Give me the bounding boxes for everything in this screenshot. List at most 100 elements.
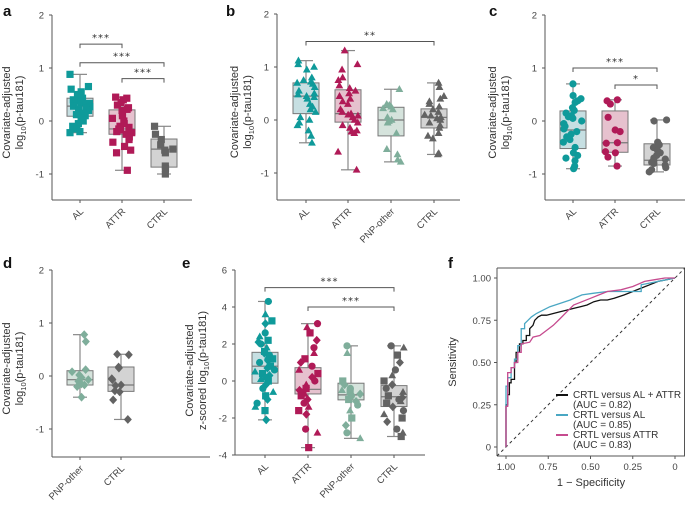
x-tick-label: PNP-other xyxy=(47,463,86,502)
y-axis-label: Sensitivity xyxy=(447,337,459,387)
y-axis-label: Covariate-adjusted xyxy=(229,66,241,158)
data-point xyxy=(161,149,169,157)
panel-label: c xyxy=(489,3,497,20)
subscript: 10 xyxy=(505,126,514,134)
data-point xyxy=(81,112,89,120)
data-point xyxy=(117,380,126,390)
data-point xyxy=(338,386,346,394)
label-part: log xyxy=(14,391,26,406)
data-point xyxy=(84,375,93,385)
data-point xyxy=(380,410,388,418)
y-tick-label: -1 xyxy=(529,170,537,181)
data-point xyxy=(436,94,445,102)
subscript: 10 xyxy=(19,126,28,134)
x-tick-label: AL xyxy=(563,206,579,222)
data-point xyxy=(258,370,267,378)
data-point xyxy=(77,88,85,96)
significance-label: *** xyxy=(134,68,152,79)
data-point xyxy=(299,76,308,84)
data-point xyxy=(388,380,397,390)
data-point xyxy=(338,65,346,73)
data-point xyxy=(264,377,272,385)
data-point xyxy=(383,118,392,126)
data-point xyxy=(264,336,272,344)
y-tick-label: -1 xyxy=(261,169,269,180)
data-point xyxy=(308,138,316,146)
data-point xyxy=(391,366,400,374)
data-point xyxy=(295,385,304,395)
significance-label: *** xyxy=(342,296,360,307)
data-point xyxy=(257,340,265,348)
data-point xyxy=(354,111,362,119)
data-point xyxy=(304,402,313,410)
data-point xyxy=(399,388,407,395)
x-tick-label: CTRL xyxy=(415,206,440,231)
data-point xyxy=(268,317,276,325)
label-part: (p-tau181) xyxy=(500,76,512,127)
data-point xyxy=(77,98,85,107)
data-point xyxy=(261,319,270,329)
y-axis-label: Covariate-adjusted xyxy=(1,322,13,414)
data-point xyxy=(67,85,75,93)
data-point xyxy=(302,425,310,433)
y-tick-label: 0 xyxy=(39,117,44,128)
data-point xyxy=(560,125,568,133)
data-point xyxy=(117,98,125,107)
data-point xyxy=(310,349,318,357)
data-point xyxy=(383,399,391,407)
data-point xyxy=(261,329,269,337)
y-tick-label: -1 xyxy=(36,170,44,181)
y-tick-label: 6 xyxy=(222,266,227,277)
data-point xyxy=(263,395,272,404)
data-point xyxy=(308,362,316,370)
data-point xyxy=(650,117,658,125)
data-point xyxy=(125,135,133,144)
data-point xyxy=(434,107,443,115)
roc-curve xyxy=(505,277,675,447)
legend-auc: (AUC = 0.83) xyxy=(573,440,632,451)
data-point xyxy=(346,388,354,396)
data-point xyxy=(111,381,120,390)
data-point xyxy=(157,135,165,144)
label-part: z-scored log xyxy=(197,370,209,430)
data-point xyxy=(425,100,434,107)
y-tick-label: 2 xyxy=(39,266,44,277)
data-point xyxy=(251,367,259,375)
data-point xyxy=(260,348,269,358)
x-tick-label: CTRL xyxy=(145,206,170,231)
data-point xyxy=(383,417,392,427)
y-tick-label: -2 xyxy=(219,414,227,425)
data-point xyxy=(311,107,320,115)
data-point xyxy=(393,425,401,433)
data-point xyxy=(72,97,81,105)
x-tick-label: AL xyxy=(255,461,271,477)
data-point xyxy=(261,407,269,415)
data-point xyxy=(662,116,671,124)
data-point xyxy=(559,138,567,146)
data-point xyxy=(109,138,117,146)
data-point xyxy=(259,384,267,392)
data-point xyxy=(388,371,397,379)
x-tick-label: ATTR xyxy=(289,461,314,486)
x-tick-label: ATTR xyxy=(329,206,354,231)
data-point xyxy=(120,142,129,151)
data-point xyxy=(353,118,362,126)
data-point xyxy=(645,168,653,176)
y-tick-label: -1 xyxy=(36,425,44,436)
data-point xyxy=(435,123,444,131)
data-point xyxy=(72,111,81,119)
data-point xyxy=(310,89,319,97)
data-point xyxy=(295,365,304,373)
data-point xyxy=(571,157,579,165)
data-point xyxy=(310,83,319,90)
significance-bracket xyxy=(264,287,395,292)
significance-label: *** xyxy=(92,33,110,44)
data-point xyxy=(306,329,314,337)
y-axis-label-line2: log10(p-tau181) xyxy=(14,76,28,150)
data-point xyxy=(613,162,621,170)
data-point xyxy=(161,170,169,178)
data-point xyxy=(578,117,586,125)
data-point xyxy=(262,415,271,425)
data-point xyxy=(388,105,397,113)
